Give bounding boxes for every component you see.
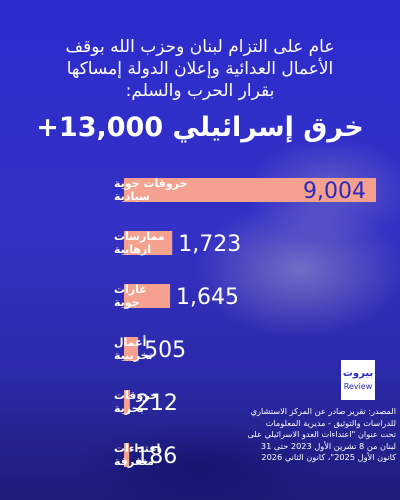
bar-6 bbox=[124, 443, 130, 467]
category-label-2-line-1: ممارسات bbox=[114, 230, 165, 243]
bar-2 bbox=[124, 231, 173, 255]
publisher-logo: بيروت Review bbox=[341, 360, 375, 400]
source-line-5: كانون الأول 2025"، كانون الثاني 2026 bbox=[261, 452, 396, 462]
category-label-3-line-2: جوية bbox=[114, 296, 140, 309]
category-label-4-line-1: أعمال bbox=[114, 335, 146, 349]
category-label-1-line-2: سيادية bbox=[114, 190, 150, 203]
category-label-5-line-1: خروقات bbox=[114, 389, 158, 402]
source-line-1: المصدر: تقرير صادر عن المركز الاستشاري bbox=[250, 406, 396, 416]
category-label-6-line-2: متفرقة bbox=[114, 455, 154, 468]
logo-line-1: بيروت bbox=[342, 368, 374, 379]
big-title-text: خرق إسرائيلي bbox=[172, 112, 364, 143]
source-note: المصدر: تقرير صادر عن المركز الاستشاري ل… bbox=[228, 406, 396, 464]
source-line-4: لبنان من 8 تشرين الأول 2023 حتى 31 bbox=[260, 440, 396, 451]
category-label-1-line-1: خروقات جوية bbox=[114, 177, 187, 190]
logo-line-2: Review bbox=[343, 382, 373, 391]
big-title: +13,000 خرق إسرائيلي bbox=[0, 112, 400, 143]
bar-value-label-5: 212 bbox=[136, 391, 178, 416]
category-label-4-line-2: تخريبية bbox=[114, 349, 153, 362]
bar-3 bbox=[124, 284, 171, 308]
source-line-3: تحت عنوان "اعتداءات العدو الاسرائيلي على bbox=[247, 429, 396, 439]
headline-line-1: عام على التزام لبنان وحزب الله بوقف bbox=[65, 37, 335, 57]
headline-line-3: بقرار الحرب والسلم: bbox=[125, 81, 275, 101]
bar-value-label-4: 505 bbox=[144, 338, 186, 363]
source-line-2: للدراسات والتوثيق - مديرية المعلومات bbox=[265, 417, 396, 428]
headline-line-2: الأعمال العدائية وإعلان الدولة إمساكها bbox=[66, 59, 334, 79]
bar-value-label-1: 9,004 bbox=[303, 179, 366, 204]
bar-1 bbox=[124, 178, 376, 202]
headline: عام على التزام لبنان وحزب الله بوقف الأع… bbox=[0, 36, 400, 102]
category-label-3-line-1: غارات bbox=[114, 283, 147, 296]
bar-value-label-3: 1,645 bbox=[176, 285, 239, 310]
category-label-6-line-1: اعتداءات bbox=[114, 442, 160, 455]
bar-5 bbox=[124, 390, 130, 414]
category-label-5-line-2: بحرية bbox=[114, 402, 144, 415]
category-label-2-line-2: ارهابية bbox=[114, 243, 151, 256]
big-title-number: +13,000 bbox=[36, 112, 164, 143]
bar-4 bbox=[124, 337, 139, 361]
bar-value-label-6: 186 bbox=[135, 444, 177, 469]
bar-value-label-2: 1,723 bbox=[178, 232, 241, 257]
